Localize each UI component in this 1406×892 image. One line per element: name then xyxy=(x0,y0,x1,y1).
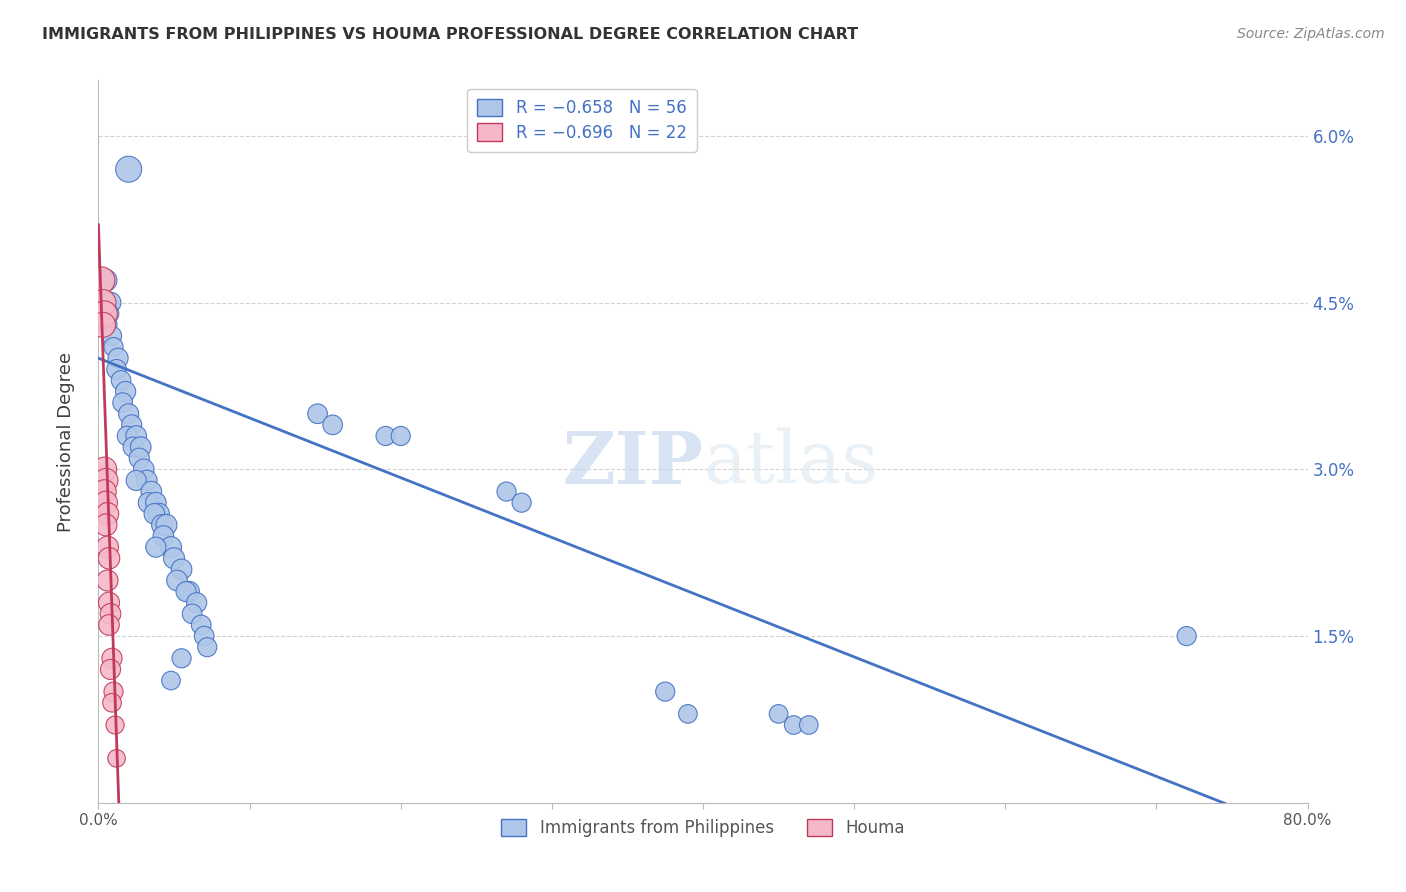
Point xyxy=(141,484,163,499)
Point xyxy=(152,529,174,543)
Point xyxy=(115,429,138,443)
Point xyxy=(783,718,806,732)
Point xyxy=(90,273,112,287)
Point xyxy=(768,706,790,721)
Point xyxy=(179,584,201,599)
Point xyxy=(105,751,128,765)
Point xyxy=(132,462,155,476)
Point xyxy=(145,540,167,554)
Point xyxy=(94,517,117,532)
Point xyxy=(93,307,115,321)
Point xyxy=(136,496,159,510)
Point xyxy=(797,718,820,732)
Point xyxy=(510,496,533,510)
Point xyxy=(94,474,117,488)
Point xyxy=(104,718,127,732)
Point xyxy=(98,596,121,610)
Point xyxy=(322,417,344,432)
Point xyxy=(118,162,141,177)
Point xyxy=(98,307,121,321)
Point xyxy=(654,684,676,698)
Point xyxy=(96,540,118,554)
Point xyxy=(98,618,121,632)
Point xyxy=(135,474,157,488)
Point xyxy=(101,696,124,710)
Point xyxy=(101,329,124,343)
Point xyxy=(94,273,117,287)
Point xyxy=(96,507,118,521)
Point xyxy=(94,496,117,510)
Point xyxy=(148,507,170,521)
Point xyxy=(676,706,699,721)
Point xyxy=(100,295,122,310)
Point xyxy=(125,429,148,443)
Point xyxy=(190,618,212,632)
Point xyxy=(101,651,124,665)
Text: IMMIGRANTS FROM PHILIPPINES VS HOUMA PROFESSIONAL DEGREE CORRELATION CHART: IMMIGRANTS FROM PHILIPPINES VS HOUMA PRO… xyxy=(42,27,858,42)
Point xyxy=(103,684,125,698)
Point xyxy=(143,507,166,521)
Point xyxy=(389,429,412,443)
Point xyxy=(100,662,122,676)
Point xyxy=(125,474,148,488)
Point xyxy=(163,551,186,566)
Point xyxy=(98,551,121,566)
Point xyxy=(103,340,125,354)
Point xyxy=(93,484,115,499)
Point xyxy=(93,462,115,476)
Legend: Immigrants from Philippines, Houma: Immigrants from Philippines, Houma xyxy=(494,810,912,845)
Point xyxy=(110,373,132,387)
Point xyxy=(307,407,329,421)
Point xyxy=(181,607,204,621)
Point xyxy=(128,451,150,466)
Point xyxy=(195,640,218,655)
Point xyxy=(160,540,183,554)
Point xyxy=(96,318,118,332)
Point xyxy=(122,440,145,454)
Text: Source: ZipAtlas.com: Source: ZipAtlas.com xyxy=(1237,27,1385,41)
Point xyxy=(374,429,396,443)
Point xyxy=(105,362,128,376)
Point xyxy=(186,596,208,610)
Point xyxy=(96,574,118,588)
Point xyxy=(121,417,143,432)
Point xyxy=(91,318,114,332)
Point xyxy=(111,395,134,409)
Point xyxy=(170,562,193,576)
Point xyxy=(118,407,141,421)
Point xyxy=(114,384,136,399)
Point xyxy=(150,517,173,532)
Point xyxy=(193,629,215,643)
Text: atlas: atlas xyxy=(703,428,879,499)
Point xyxy=(170,651,193,665)
Point xyxy=(174,584,197,599)
Point xyxy=(166,574,188,588)
Point xyxy=(129,440,152,454)
Point xyxy=(100,607,122,621)
Point xyxy=(1175,629,1198,643)
Point xyxy=(155,517,177,532)
Point xyxy=(145,496,167,510)
Point xyxy=(160,673,183,688)
Text: ZIP: ZIP xyxy=(562,428,703,499)
Point xyxy=(107,351,129,366)
Point xyxy=(91,295,114,310)
Point xyxy=(495,484,517,499)
Y-axis label: Professional Degree: Professional Degree xyxy=(56,351,75,532)
